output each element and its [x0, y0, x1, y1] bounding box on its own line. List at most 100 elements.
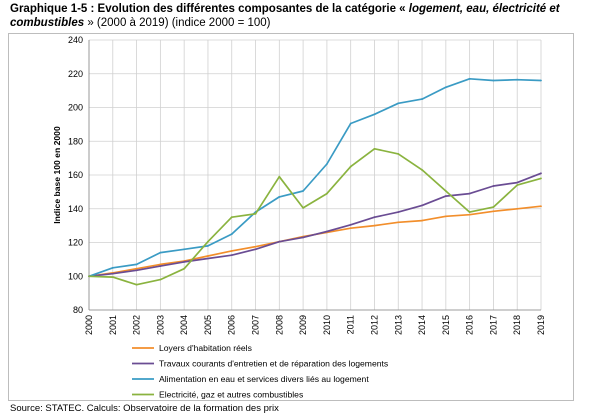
data-point-s3-2005: [207, 244, 209, 247]
data-point-s2-2010: [325, 230, 328, 233]
data-point-s4-2012: [373, 147, 376, 150]
series-line-2: [88, 172, 542, 278]
legend-label-1: Loyers d'habitation réels: [159, 343, 252, 353]
data-point-s2-2019: [540, 172, 542, 175]
x-tick-label-2012: 2012: [369, 315, 379, 335]
data-point-s4-2003: [159, 278, 162, 281]
data-point-s1-2003: [159, 263, 162, 266]
y-tick-label-240: 240: [68, 35, 83, 45]
data-point-s2-2015: [444, 195, 447, 197]
data-point-s1-2018: [516, 207, 519, 210]
x-tick-label-2013: 2013: [393, 315, 403, 335]
chart-frame: [8, 33, 574, 401]
data-point-s3-2016: [468, 77, 471, 80]
data-point-s1-2005: [207, 255, 209, 257]
x-tick-label-2004: 2004: [179, 315, 189, 335]
data-point-s3-2003: [159, 251, 162, 254]
x-tick-label-2015: 2015: [441, 315, 451, 335]
data-point-s1-2007: [254, 245, 257, 248]
legend-label-3: Alimentation en eau et services divers l…: [159, 374, 369, 384]
data-point-s2-2003: [159, 265, 162, 268]
data-point-s1-2017: [492, 210, 495, 213]
data-point-s2-2002: [135, 269, 138, 272]
data-point-s3-2006: [230, 233, 233, 235]
data-point-s4-2015: [444, 190, 447, 192]
data-point-s4-2005: [207, 240, 209, 243]
x-tick-label-2005: 2005: [203, 315, 213, 335]
x-tick-label-2011: 2011: [346, 315, 356, 334]
data-point-s4-2019: [540, 177, 542, 180]
x-tick-label-2002: 2002: [132, 315, 142, 335]
data-point-s3-2004: [183, 248, 186, 251]
data-point-s3-2019: [540, 79, 542, 82]
data-point-s2-2016: [468, 192, 471, 195]
data-point-s4-2017: [492, 206, 495, 208]
chart-title: Graphique 1-5 : Evolution des différente…: [10, 3, 595, 30]
x-tick-label-2007: 2007: [251, 315, 261, 335]
y-tick-label-160: 160: [68, 170, 83, 180]
data-point-s1-2015: [444, 215, 447, 218]
data-point-s2-2004: [183, 261, 186, 263]
data-point-s1-2016: [468, 213, 471, 216]
y-tick-label-140: 140: [68, 204, 83, 214]
data-point-s4-2004: [183, 267, 186, 270]
data-point-s2-2007: [254, 248, 257, 251]
y-axis-title: Indice base 100 en 2000: [52, 126, 62, 224]
source-note: Source: STATEC. Calculs: Observatoire de…: [10, 403, 279, 414]
data-point-s4-2013: [397, 153, 400, 155]
data-point-s3-2008: [278, 196, 281, 198]
data-point-s2-2012: [373, 216, 376, 219]
data-point-s1-2006: [230, 250, 233, 252]
data-point-s2-2011: [349, 223, 352, 226]
data-point-s3-2017: [492, 79, 495, 82]
chart-title-prefix: Graphique 1-5 : Evolution des différente…: [10, 3, 409, 15]
x-tick-label-2014: 2014: [417, 315, 427, 335]
x-tick-label-2008: 2008: [274, 315, 284, 335]
data-point-s3-2009: [302, 190, 305, 192]
data-point-s3-2012: [373, 113, 376, 116]
legend-label-4: Electricité, gaz et autres combustibles: [159, 390, 303, 400]
series-line-3: [88, 77, 542, 278]
data-point-s4-2007: [254, 212, 257, 215]
y-tick-label-200: 200: [68, 103, 83, 113]
x-tick-label-2010: 2010: [322, 315, 332, 335]
data-point-s2-2009: [302, 236, 305, 239]
data-point-s2-2005: [207, 257, 209, 260]
data-point-s3-2013: [397, 102, 400, 105]
x-tick-label-2019: 2019: [536, 315, 546, 335]
series-line-4: [88, 147, 542, 286]
data-point-s4-2016: [468, 211, 471, 214]
data-point-s4-2006: [230, 216, 233, 219]
data-point-s4-2008: [278, 175, 281, 178]
data-point-s4-2009: [302, 207, 305, 209]
data-point-s3-2015: [444, 86, 447, 89]
x-tick-label-2009: 2009: [298, 315, 308, 335]
data-point-s2-2006: [230, 254, 233, 257]
data-point-s2-2013: [397, 211, 400, 214]
data-point-s2-2014: [421, 204, 423, 207]
data-point-s3-2001: [111, 266, 114, 269]
data-point-s3-2010: [325, 163, 328, 165]
chart-title-italic: logement, eau, électricité et combustibl…: [10, 3, 560, 29]
y-tick-label-220: 220: [68, 69, 83, 79]
data-point-s3-2018: [516, 78, 519, 81]
data-point-s2-2018: [516, 181, 519, 184]
data-point-s1-2013: [397, 221, 400, 224]
y-tick-label-120: 120: [68, 238, 83, 248]
data-point-s1-2002: [135, 267, 138, 270]
data-point-s1-2019: [540, 205, 542, 208]
data-point-s4-2018: [516, 184, 519, 187]
y-tick-label-100: 100: [68, 271, 83, 281]
x-tick-label-2000: 2000: [84, 315, 94, 335]
x-tick-label-2018: 2018: [512, 315, 522, 335]
data-point-s1-2011: [349, 227, 352, 230]
series-line-1: [88, 205, 542, 278]
y-tick-label-80: 80: [73, 305, 83, 315]
x-tick-label-2001: 2001: [108, 315, 118, 335]
data-point-s4-2011: [349, 165, 352, 168]
x-tick-label-2006: 2006: [227, 315, 237, 335]
data-point-s1-2012: [373, 224, 376, 227]
legend-label-2: Travaux courants d'entretien et de répar…: [159, 359, 388, 369]
data-point-s2-2001: [111, 272, 114, 275]
